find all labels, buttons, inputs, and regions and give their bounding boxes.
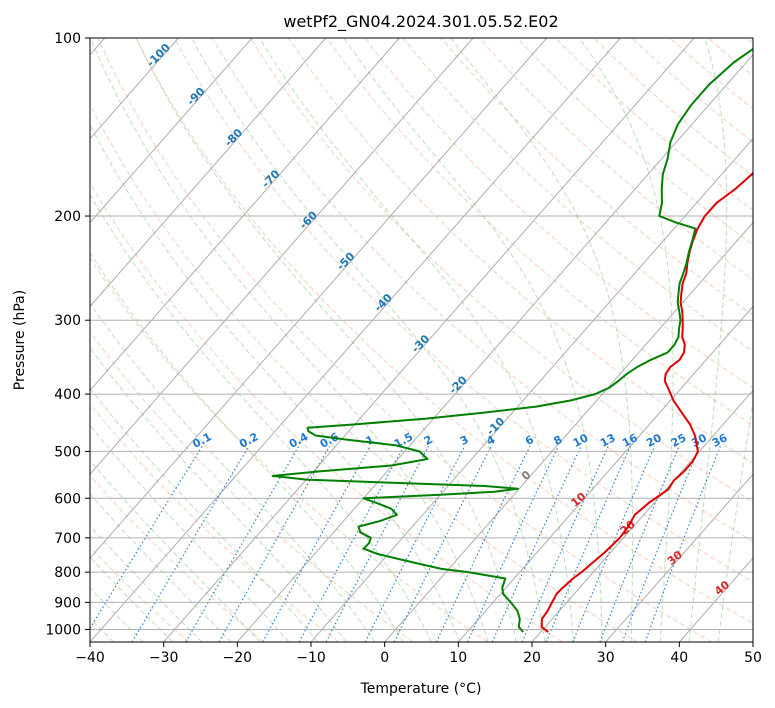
x-tick-label: 30 <box>597 650 615 666</box>
pressure-gridlines <box>90 38 753 630</box>
y-tick-label: 300 <box>54 313 81 329</box>
moist-adiabat <box>717 399 753 642</box>
y-tick-label: 600 <box>54 491 81 507</box>
x-tick-label: 0 <box>380 650 389 666</box>
dry-adiabat <box>90 257 488 642</box>
mixing-ratio-line <box>644 445 721 642</box>
dry-adiabat <box>90 474 264 642</box>
dry-adiabat <box>90 182 563 642</box>
mixing-ratio-line <box>131 445 250 642</box>
mixing-ratio-line <box>393 445 492 642</box>
mixing-ratio-label: 20 <box>644 431 664 450</box>
x-tick-label: 10 <box>449 650 467 666</box>
y-tick-label: 100 <box>54 31 81 47</box>
dry-adiabat <box>173 38 753 583</box>
x-tick-label: 40 <box>670 650 688 666</box>
moist-adiabat <box>90 424 290 642</box>
dry-adiabat <box>135 38 753 624</box>
isotherm-line <box>457 305 753 642</box>
dry-adiabat <box>90 403 339 642</box>
y-axis-ticks: 100 200 300 400 500 600 700 800 900 1000 <box>45 31 90 639</box>
y-tick-label: 900 <box>54 595 81 611</box>
x-axis-ticks: −40 −30 −20 −10 0 10 20 30 40 50 <box>75 642 762 666</box>
mixing-ratio-line <box>218 445 330 642</box>
moist-adiabat <box>90 492 232 642</box>
isotherm-line <box>90 38 548 559</box>
mixing-ratio-label: 25 <box>669 431 689 450</box>
chart-title: wetPf2_GN04.2024.301.05.52.E02 <box>283 12 558 32</box>
isotherm-line <box>90 38 253 224</box>
moist-adiabat <box>259 38 575 642</box>
mixing-ratio-label: 16 <box>620 431 640 450</box>
y-tick-label: 1000 <box>45 623 81 639</box>
isotherm-line <box>90 38 400 392</box>
x-tick-label: 20 <box>523 650 541 666</box>
x-axis-label: Temperature (°C) <box>360 681 482 697</box>
isotherm-line <box>236 54 753 642</box>
moist-adiabat <box>90 38 489 642</box>
moist-adiabat <box>90 302 376 642</box>
moist-adiabat <box>90 587 144 642</box>
x-tick-label: 50 <box>744 650 762 666</box>
moist-adiabat <box>343 38 603 642</box>
isotherm-line <box>384 221 753 642</box>
dry-adiabat <box>90 103 638 642</box>
isotherm-line <box>531 389 753 642</box>
dry-adiabat <box>326 38 753 426</box>
dry-adiabat <box>402 38 753 352</box>
moist-adiabat <box>450 38 634 642</box>
dry-adiabat <box>249 38 753 503</box>
plot-background <box>90 38 753 642</box>
y-axis-label: Pressure (hPa) <box>12 290 28 390</box>
y-tick-label: 200 <box>54 209 81 225</box>
y-tick-label: 500 <box>54 444 81 460</box>
isotherm-line <box>90 38 474 475</box>
isotherm-line <box>90 38 327 308</box>
dry-adiabat <box>288 38 753 464</box>
moist-adiabat <box>688 38 728 642</box>
isotherm-line <box>605 473 753 642</box>
y-tick-label: 800 <box>54 565 81 581</box>
mixing-ratio-line <box>545 445 631 642</box>
x-tick-label: −40 <box>75 650 105 666</box>
y-tick-label: 400 <box>54 387 81 403</box>
mixing-ratio-line <box>262 445 371 642</box>
plot-frame <box>89 37 754 643</box>
moist-adiabat <box>90 387 319 642</box>
mixing-ratio-line <box>521 445 609 642</box>
profiles <box>271 47 753 633</box>
mixing-ratio-line <box>90 445 203 630</box>
moist-adiabat <box>135 38 517 642</box>
dry-adiabat <box>440 38 753 316</box>
moist-adiabat <box>90 252 404 642</box>
temperature-profile <box>540 171 753 633</box>
moist-adiabat <box>90 556 173 642</box>
isotherm-line <box>310 137 753 642</box>
dry-adiabat <box>97 38 712 642</box>
mixing-ratio-line <box>364 445 466 642</box>
x-tick-label: −30 <box>149 650 179 666</box>
isotherm-line <box>90 38 621 642</box>
moist-adiabat <box>90 193 432 642</box>
moist-adiabat <box>90 123 461 642</box>
mixing-ratio-label: 36 <box>710 431 730 450</box>
moist-adiabat <box>191 38 546 642</box>
mixing-ratio-line <box>621 445 701 642</box>
background-lines <box>90 38 753 642</box>
y-tick-label: 700 <box>54 531 81 547</box>
isotherm-line <box>163 38 695 642</box>
moist-adiabat <box>90 525 203 642</box>
moist-adiabat <box>90 459 261 642</box>
x-tick-label: −20 <box>223 650 253 666</box>
mixing-ratio-label: 10 <box>571 431 591 450</box>
mixing-ratio-label: 13 <box>598 431 618 450</box>
dewpoint-profile <box>271 47 753 633</box>
x-tick-label: −10 <box>296 650 326 666</box>
